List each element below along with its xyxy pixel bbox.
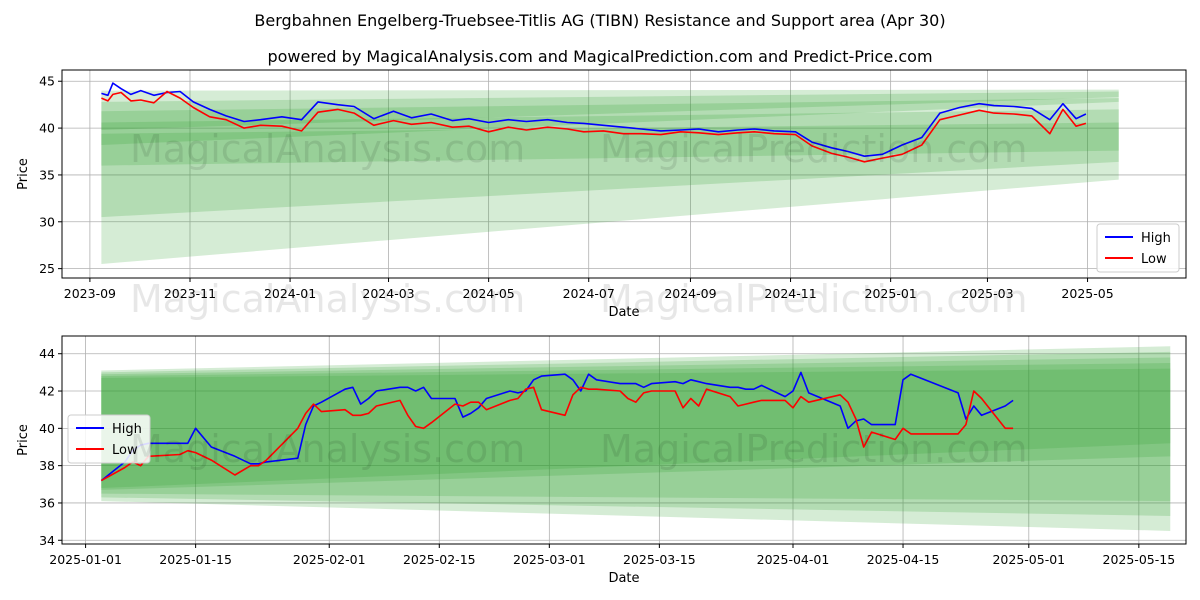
y-axis-label: Price (16, 424, 31, 456)
chart-title: Bergbahnen Engelberg-Truebsee-Titlis AG … (254, 11, 945, 30)
x-tick-label: 2025-03-01 (513, 552, 586, 567)
y-tick-label: 40 (39, 421, 55, 436)
x-tick-label: 2024-09 (664, 286, 716, 301)
x-tick-label: 2025-03-15 (623, 552, 696, 567)
chart-subtitle: powered by MagicalAnalysis.com and Magic… (267, 47, 932, 66)
x-tick-label: 2025-02-15 (403, 552, 476, 567)
y-tick-label: 30 (39, 214, 55, 229)
legend-label-high: High (1141, 231, 1171, 246)
range-band-4 (101, 363, 1171, 490)
y-tick-label: 42 (39, 384, 55, 399)
legend-label-low: Low (112, 443, 138, 458)
series-line-high (101, 82, 1087, 157)
range-band-2 (101, 351, 1171, 517)
legend: High Low (1096, 223, 1180, 273)
x-tick-label: 2025-05 (1061, 286, 1113, 301)
x-tick-label: 2025-04-15 (867, 552, 940, 567)
x-tick-label: 2024-05 (463, 286, 515, 301)
y-tick-label: 36 (39, 495, 55, 510)
watermark-5: MagicalAnalysis.com (130, 427, 525, 471)
x-tick-label: 2025-02-01 (293, 552, 366, 567)
x-tick-label: 2025-03 (961, 286, 1013, 301)
x-tick-label: 2024-01 (264, 286, 316, 301)
top-chart-panel: 2023-09 2023-11 2024-01 2024-03 2024-05 2024-… (16, 69, 1187, 320)
x-tick-label: 2023-11 (164, 286, 216, 301)
watermark-4: MagicalPrediction.com (600, 277, 1028, 321)
x-tick-label: 2025-04-01 (757, 552, 830, 567)
x-tick-label: 2025-01 (865, 286, 917, 301)
y-tick-label: 45 (39, 74, 55, 89)
range-band-2 (101, 91, 1119, 145)
legend-label-high: High (112, 422, 142, 437)
series-line-low (101, 90, 1087, 163)
y-tick-label: 34 (39, 533, 55, 548)
watermark-6: MagicalPrediction.com (600, 427, 1028, 471)
y-tick-label: 38 (39, 458, 55, 473)
plot-area (62, 336, 1186, 544)
axes-frame (61, 69, 1187, 279)
legend: High Low (67, 414, 151, 464)
axes-frame (61, 335, 1187, 545)
watermark-1: MagicalAnalysis.com (130, 127, 525, 171)
x-tick-label: 2023-09 (64, 286, 116, 301)
range-band-4 (101, 109, 1119, 218)
x-tick-label: 2025-01-01 (49, 552, 122, 567)
y-tick-label: 35 (39, 167, 55, 182)
x-tick-label: 2025-05-01 (992, 552, 1065, 567)
x-axis-label: Date (608, 571, 639, 586)
series-line-high (100, 371, 1014, 482)
y-axis-label: Price (16, 158, 31, 190)
range-band-1 (101, 346, 1171, 531)
x-axis-label: Date (608, 305, 639, 320)
x-tick-label: 2025-05-15 (1103, 552, 1176, 567)
range-band-5 (101, 122, 1119, 264)
range-band-3 (101, 357, 1171, 502)
y-tick-label: 44 (39, 346, 55, 361)
y-tick-label: 40 (39, 121, 55, 136)
x-tick-label: 2025-01-15 (159, 552, 232, 567)
series-line-low (100, 386, 1014, 482)
watermark-2: MagicalPrediction.com (600, 127, 1028, 171)
y-tick-label: 25 (39, 261, 55, 276)
x-tick-label: 2024-11 (764, 286, 816, 301)
legend-label-low: Low (1141, 252, 1167, 267)
watermark-3: MagicalAnalysis.com (130, 277, 525, 321)
range-band-1 (101, 89, 1119, 130)
x-tick-label: 2024-03 (362, 286, 414, 301)
plot-area (62, 70, 1186, 278)
x-tick-label: 2024-07 (563, 286, 615, 301)
bottom-chart-panel: 2025-01-01 2025-01-15 2025-02-01 2025-02-15… (16, 335, 1187, 586)
